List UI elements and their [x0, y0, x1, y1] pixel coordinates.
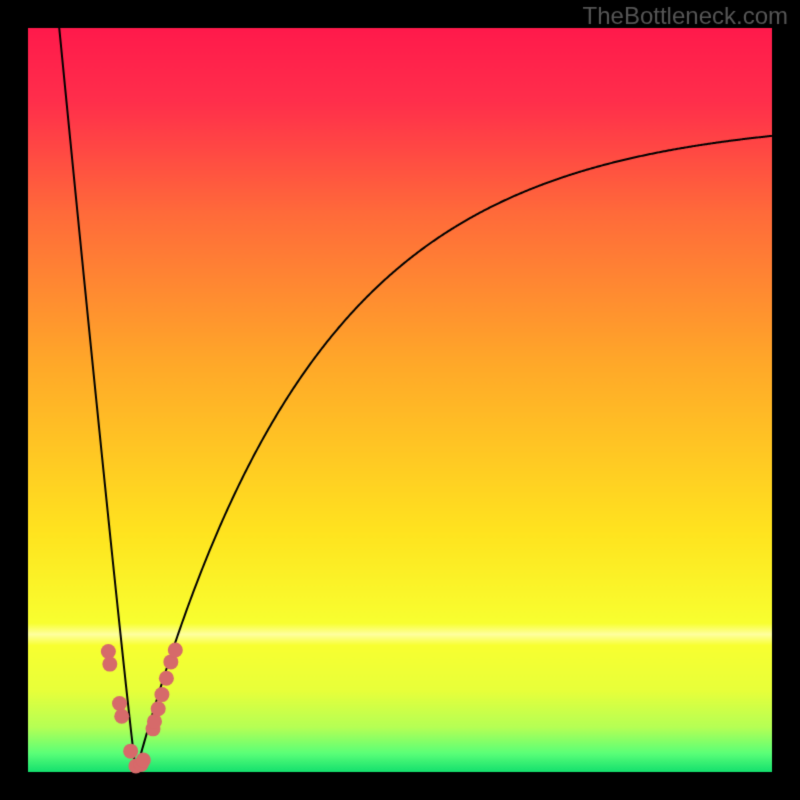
bottleneck-chart-canvas: [0, 0, 800, 800]
